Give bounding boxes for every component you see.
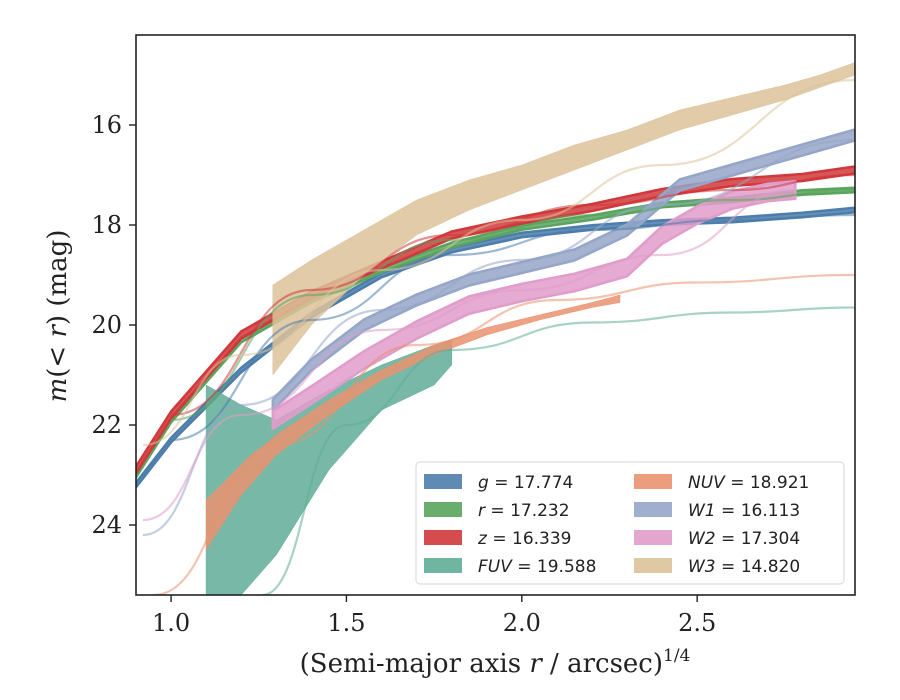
y-axis-label: m(< r) (mag) [43,230,73,403]
model-curve-z [171,173,855,417]
legend-entry-g: g = 17.774 [478,473,573,493]
x-tick-label: 1.0 [152,609,190,637]
legend: g = 17.774 r = 17.232 z = 16.339 FUV = 19.5… [415,461,845,585]
x-tick-label: 2.0 [503,609,541,637]
y-tick-label: 22 [91,411,122,439]
legend-entry-w3: W3 = 14.820 [688,557,800,577]
y-tick-label: 20 [91,311,122,339]
legend-swatch-w2 [634,530,672,545]
legend-entry-fuv: FUV = 19.588 [478,557,596,577]
legend-entry-z: z = 16.339 [477,529,571,549]
x-axis: 1.0 1.5 2.0 2.5 [152,595,716,637]
model-curve-w3 [142,78,855,447]
x-axis-label: (Semi-major axis r / arcsec)1/4 [300,646,691,679]
legend-entry-w1: W1 = 16.113 [688,501,800,521]
x-tick-label: 2.5 [678,609,716,637]
model-curve-w2 [142,188,796,522]
model-curve-r [171,188,855,422]
legend-swatch-g [424,474,462,489]
legend-swatch-fuv [424,558,462,573]
model-curve-fuv [262,306,855,595]
legend-swatch-w1 [634,502,672,517]
legend-entry-nuv: NUV = 18.921 [688,473,809,493]
plot-frame [135,34,856,596]
legend-swatch-w3 [634,558,672,573]
legend-entry-r: r = 17.232 [478,501,570,521]
legend-frame [415,461,845,585]
model-curve-nuv [153,273,855,595]
legend-swatch-nuv [634,474,672,489]
model-curve-w1 [142,138,855,537]
band-w2 [271,180,797,431]
y-tick-label: 16 [91,111,122,139]
chart-model-curves [142,78,855,595]
x-tick-label: 1.5 [327,609,365,637]
y-axis: 16 18 20 22 24 [91,111,136,539]
legend-swatch-r [424,502,462,517]
legend-swatch-z [424,530,462,545]
legend-entry-w2: W2 = 17.304 [688,529,800,549]
y-tick-label: 18 [91,211,122,239]
y-tick-label: 24 [91,511,122,539]
